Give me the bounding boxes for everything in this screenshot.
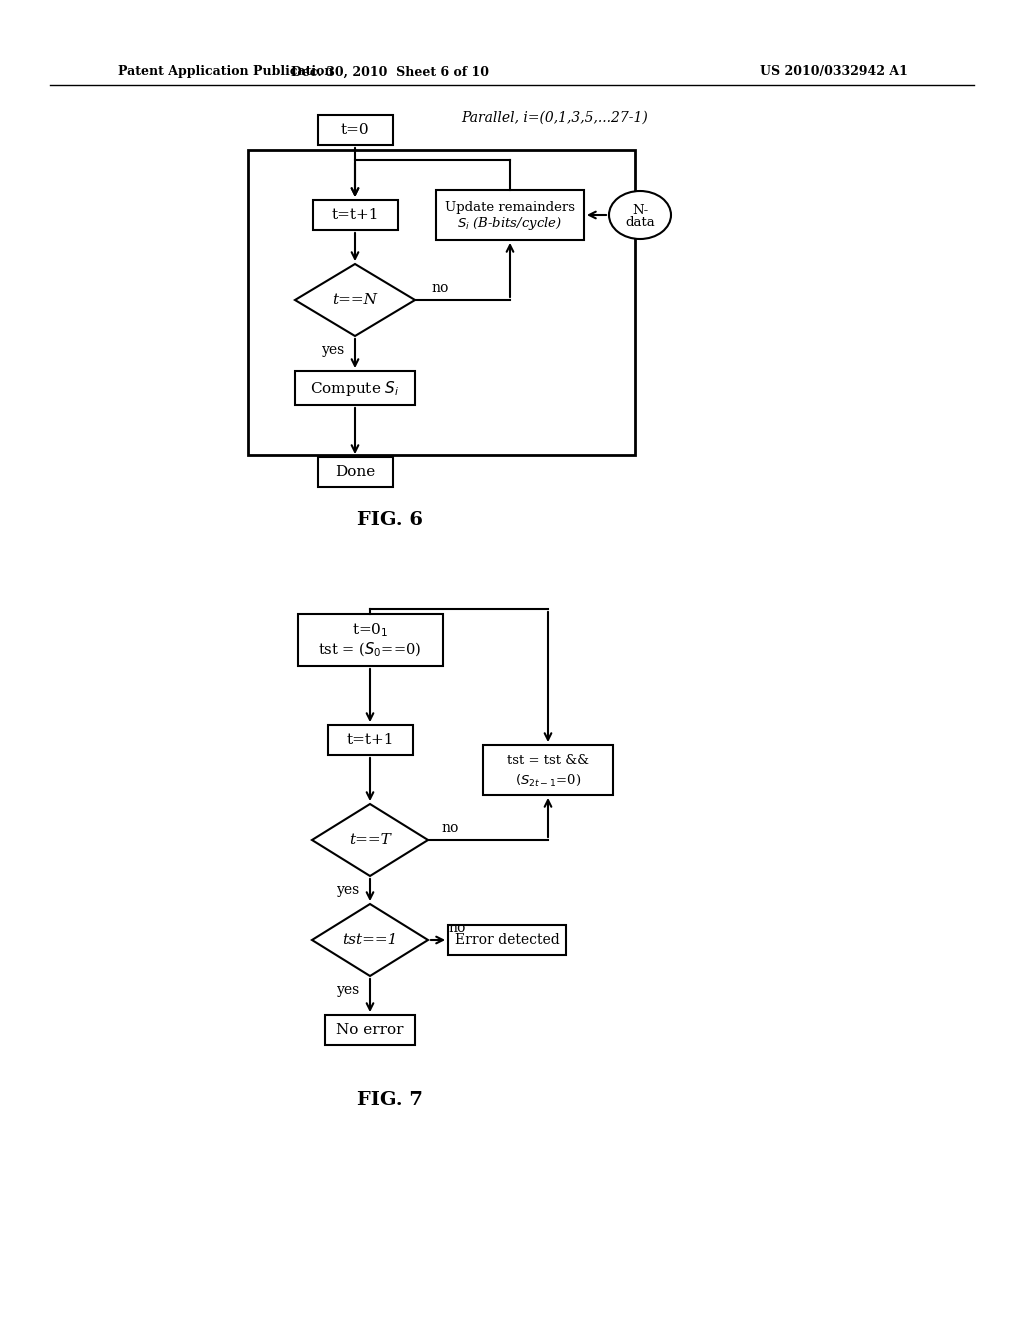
Polygon shape — [312, 904, 428, 975]
Text: t=0: t=0 — [341, 123, 370, 137]
Text: Patent Application Publication: Patent Application Publication — [118, 66, 334, 78]
FancyBboxPatch shape — [483, 744, 613, 795]
Text: no: no — [431, 281, 449, 294]
Ellipse shape — [609, 191, 671, 239]
Text: Parallel, i=(0,1,3,5,...27-1): Parallel, i=(0,1,3,5,...27-1) — [462, 111, 648, 125]
Polygon shape — [295, 264, 415, 337]
Text: yes: yes — [337, 983, 360, 997]
Text: $(S_{2t-1}$=0): $(S_{2t-1}$=0) — [515, 772, 582, 788]
Text: $S_i$ (B-bits/cycle): $S_i$ (B-bits/cycle) — [458, 215, 562, 232]
FancyBboxPatch shape — [328, 725, 413, 755]
Text: FIG. 7: FIG. 7 — [357, 1092, 423, 1109]
FancyBboxPatch shape — [298, 614, 442, 667]
FancyBboxPatch shape — [325, 1015, 415, 1045]
Text: FIG. 6: FIG. 6 — [357, 511, 423, 529]
Text: N-: N- — [632, 203, 648, 216]
Text: yes: yes — [322, 343, 345, 356]
FancyBboxPatch shape — [449, 925, 566, 954]
Text: No error: No error — [336, 1023, 403, 1038]
FancyBboxPatch shape — [248, 150, 635, 455]
FancyBboxPatch shape — [436, 190, 584, 240]
Text: t=t+1: t=t+1 — [346, 733, 394, 747]
Text: Compute $S_i$: Compute $S_i$ — [310, 379, 399, 397]
Text: t=0$_1$: t=0$_1$ — [352, 622, 388, 639]
Text: tst = ($S_0$==0): tst = ($S_0$==0) — [318, 640, 422, 659]
Text: tst==1: tst==1 — [342, 933, 397, 946]
Text: t==T: t==T — [349, 833, 391, 847]
FancyBboxPatch shape — [312, 201, 397, 230]
Text: no: no — [441, 821, 459, 836]
FancyBboxPatch shape — [295, 371, 415, 405]
Text: no: no — [449, 921, 465, 935]
Text: yes: yes — [337, 883, 360, 898]
Text: data: data — [625, 216, 655, 230]
Text: Update remainders: Update remainders — [445, 201, 575, 214]
Text: Dec. 30, 2010  Sheet 6 of 10: Dec. 30, 2010 Sheet 6 of 10 — [291, 66, 489, 78]
FancyBboxPatch shape — [317, 457, 392, 487]
Text: Done: Done — [335, 465, 375, 479]
Polygon shape — [312, 804, 428, 876]
Text: US 2010/0332942 A1: US 2010/0332942 A1 — [760, 66, 908, 78]
Text: t==N: t==N — [333, 293, 378, 308]
Text: tst = tst &&: tst = tst && — [507, 754, 589, 767]
Text: t=t+1: t=t+1 — [331, 209, 379, 222]
Text: Error detected: Error detected — [455, 933, 559, 946]
FancyBboxPatch shape — [317, 115, 392, 145]
